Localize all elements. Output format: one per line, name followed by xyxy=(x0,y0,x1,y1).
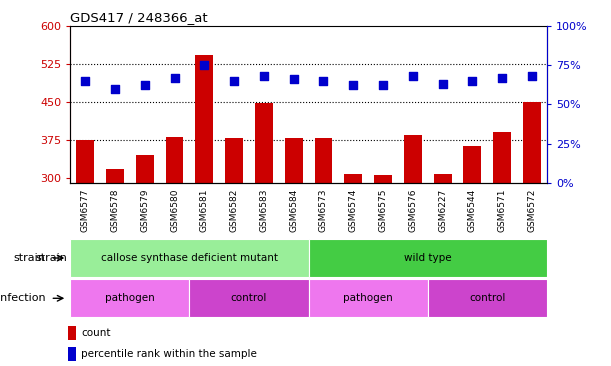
Text: count: count xyxy=(81,328,111,338)
Point xyxy=(170,75,180,81)
Text: GSM6578: GSM6578 xyxy=(111,189,119,232)
Text: GSM6573: GSM6573 xyxy=(319,189,328,232)
Bar xyxy=(106,169,124,183)
Text: GSM6574: GSM6574 xyxy=(349,189,357,232)
Bar xyxy=(189,279,309,317)
Bar xyxy=(309,279,428,317)
Bar xyxy=(196,55,213,183)
Text: GSM6579: GSM6579 xyxy=(141,189,149,232)
Text: GSM6577: GSM6577 xyxy=(81,189,90,232)
Point xyxy=(497,75,507,81)
Point xyxy=(378,82,388,88)
Point xyxy=(527,73,537,79)
Bar xyxy=(68,326,76,340)
Text: pathogen: pathogen xyxy=(343,293,393,303)
Bar xyxy=(68,347,76,361)
Text: GSM6584: GSM6584 xyxy=(289,189,298,232)
Bar xyxy=(225,138,243,183)
Point xyxy=(318,78,328,83)
Text: callose synthase deficient mutant: callose synthase deficient mutant xyxy=(101,253,278,263)
Point xyxy=(467,78,477,83)
Text: GSM6580: GSM6580 xyxy=(170,189,179,232)
Point xyxy=(259,73,269,79)
Point xyxy=(437,81,447,87)
Text: control: control xyxy=(231,293,267,303)
Text: GSM6571: GSM6571 xyxy=(498,189,507,232)
Text: GSM6581: GSM6581 xyxy=(200,189,209,232)
Bar xyxy=(434,174,452,183)
Point xyxy=(140,82,150,88)
Bar xyxy=(255,103,273,183)
Bar xyxy=(463,146,481,183)
Bar xyxy=(493,132,511,183)
Bar xyxy=(345,174,362,183)
Text: GSM6575: GSM6575 xyxy=(379,189,387,232)
Bar xyxy=(70,279,189,317)
Text: GSM6582: GSM6582 xyxy=(230,189,238,232)
Text: GSM6583: GSM6583 xyxy=(260,189,268,232)
Bar xyxy=(166,137,183,183)
Text: GSM6576: GSM6576 xyxy=(408,189,417,232)
Bar xyxy=(428,279,547,317)
Bar xyxy=(309,239,547,277)
Bar xyxy=(374,175,392,183)
Text: GSM6572: GSM6572 xyxy=(527,189,536,232)
Text: wild type: wild type xyxy=(404,253,452,263)
Point xyxy=(110,86,120,92)
Point xyxy=(199,62,209,68)
Bar xyxy=(523,102,541,183)
Bar xyxy=(70,239,309,277)
Text: GSM6544: GSM6544 xyxy=(468,189,477,232)
Text: percentile rank within the sample: percentile rank within the sample xyxy=(81,349,257,359)
Text: pathogen: pathogen xyxy=(105,293,155,303)
Bar xyxy=(136,155,154,183)
Text: strain: strain xyxy=(13,253,45,263)
Text: infection: infection xyxy=(0,293,45,303)
Text: GSM6227: GSM6227 xyxy=(438,189,447,232)
Bar xyxy=(76,140,94,183)
Point xyxy=(229,78,239,83)
Bar xyxy=(404,135,422,183)
Point xyxy=(80,78,90,83)
Text: GDS417 / 248366_at: GDS417 / 248366_at xyxy=(70,11,208,25)
Point xyxy=(348,82,358,88)
Text: control: control xyxy=(469,293,505,303)
Point xyxy=(289,76,299,82)
Bar xyxy=(315,138,332,183)
Point xyxy=(408,73,418,79)
Bar xyxy=(285,138,302,183)
Text: strain: strain xyxy=(35,253,67,263)
